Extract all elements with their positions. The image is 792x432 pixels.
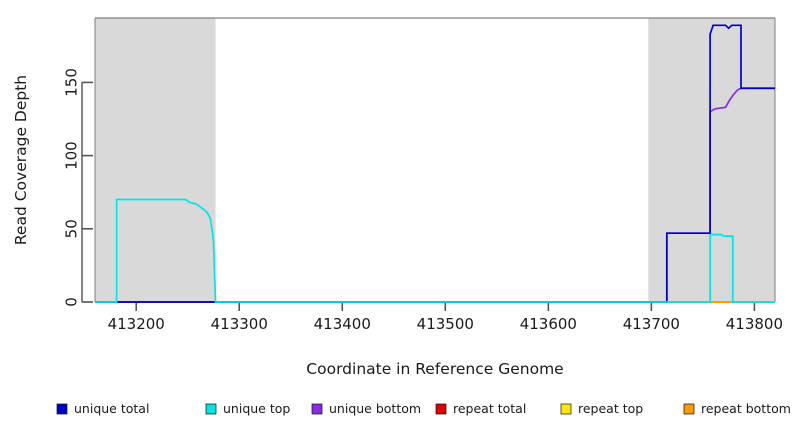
legend-swatch [56, 403, 68, 415]
legend-swatch [205, 403, 217, 415]
x-tick-label: 413200 [108, 315, 165, 333]
legend-swatch [311, 403, 323, 415]
y-tick-label: 100 [63, 141, 81, 170]
x-tick-label: 413600 [520, 315, 577, 333]
legend-label: repeat bottom [701, 401, 791, 416]
series-traces [95, 24, 775, 303]
legend-label: repeat top [578, 401, 643, 416]
x-tick-label: 413500 [417, 315, 474, 333]
legend-label: repeat total [453, 401, 526, 416]
x-tick-label: 413700 [623, 315, 680, 333]
legend-swatch [435, 403, 447, 415]
y-axis-title: Read Coverage Depth [12, 75, 30, 245]
tick-labels: 413200 413300 413400 413500 413600 413700 4138… [63, 68, 784, 333]
legend: unique total unique top unique bottom repea… [56, 401, 791, 416]
y-tick-label: 50 [63, 219, 81, 238]
y-tick-label: 0 [63, 297, 81, 307]
legend-swatch [683, 403, 695, 415]
series-trace [95, 24, 775, 303]
axis-titles: Coordinate in Reference Genome Read Cover… [12, 75, 564, 378]
shaded-repeat-regions [95, 18, 775, 302]
legend-swatch [560, 403, 572, 415]
shaded-region [95, 18, 216, 302]
series-trace [95, 198, 775, 303]
x-tick-label: 413400 [314, 315, 371, 333]
x-tick-label: 413800 [726, 315, 783, 333]
shaded-region [648, 18, 775, 302]
x-tick-label: 413300 [211, 315, 268, 333]
legend-label: unique total [74, 401, 149, 416]
x-axis-title: Coordinate in Reference Genome [306, 360, 563, 378]
axis-ticks [82, 81, 756, 311]
y-tick-label: 150 [63, 68, 81, 97]
legend-label: unique bottom [329, 401, 421, 416]
legend-label: unique top [223, 401, 290, 416]
